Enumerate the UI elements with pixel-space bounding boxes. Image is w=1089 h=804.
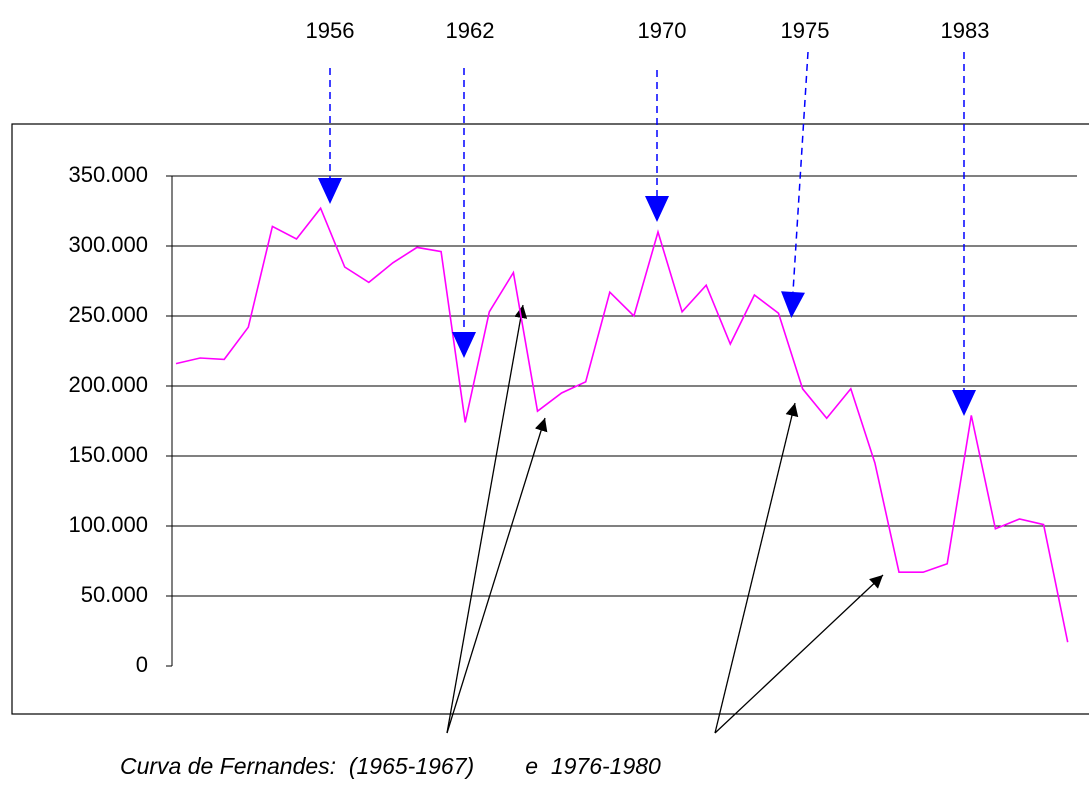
y-tick-label: 300.000 (68, 232, 148, 257)
y-tick-label: 350.000 (68, 162, 148, 187)
y-tick-label: 150.000 (68, 442, 148, 467)
plot-frame (11, 123, 1089, 715)
annotation-label: 1956 (306, 18, 355, 43)
annotation-label: 1975 (781, 18, 830, 43)
data-line (175, 206, 1069, 643)
annotation-label: 1970 (638, 18, 687, 43)
y-tick-label: 100.000 (68, 512, 148, 537)
annotation-label: 1983 (941, 18, 990, 43)
caption: Curva de Fernandes: (1965-1967) e 1976-1… (120, 753, 661, 779)
y-tick-label: 0 (136, 652, 148, 677)
annotation-arrowhead (952, 390, 976, 416)
annotation-arrowhead (645, 196, 669, 222)
annotation-arrowhead (452, 332, 476, 358)
annotation-arrow (792, 51, 809, 293)
y-tick-label: 200.000 (68, 372, 148, 397)
y-tick-label: 50.000 (81, 582, 148, 607)
y-tick-label: 250.000 (68, 302, 148, 327)
annotation-label: 1962 (446, 18, 495, 43)
annotation-arrowhead (318, 178, 342, 204)
annotation-arrowhead (781, 291, 805, 318)
caption-arrows (446, 304, 884, 734)
